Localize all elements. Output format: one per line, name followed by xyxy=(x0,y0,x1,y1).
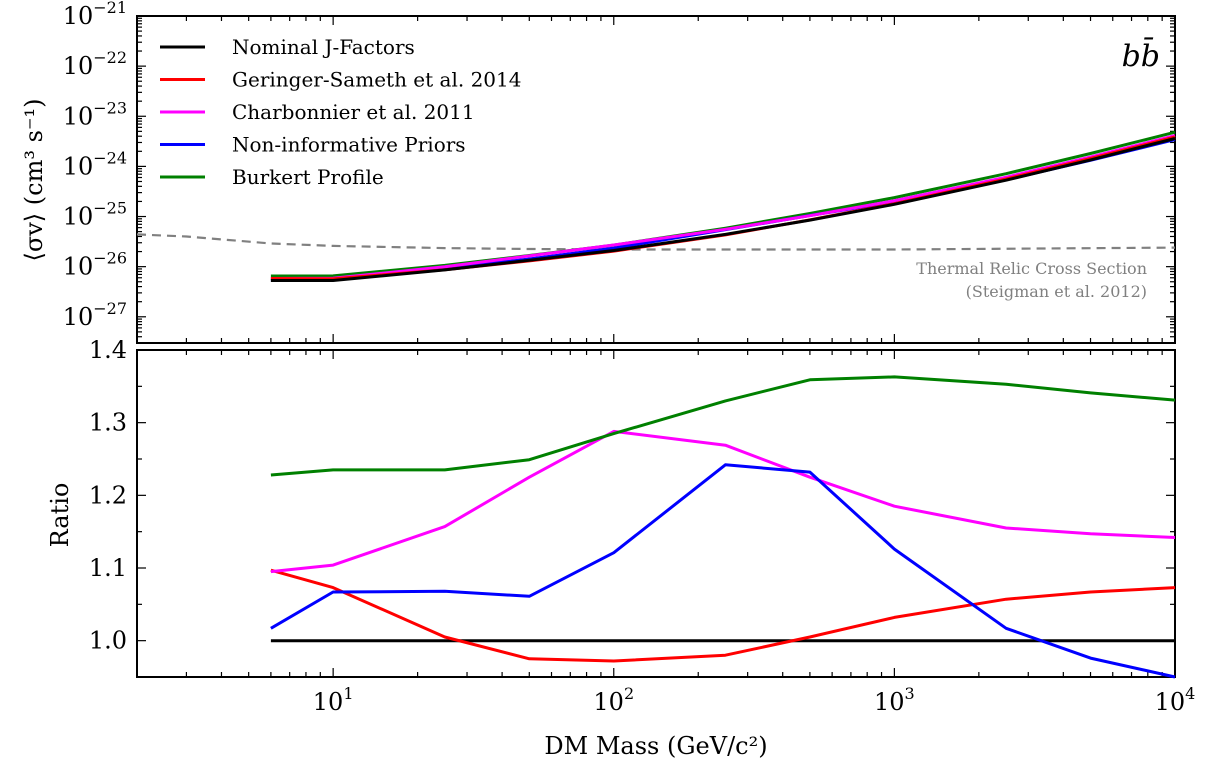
top-y-tick-label: 10−24 xyxy=(63,148,127,180)
top-plot-frame xyxy=(136,15,1176,344)
bottom-y-tick-label: 1.2 xyxy=(89,481,127,509)
top-y-tick-label-base: 10 xyxy=(63,52,94,80)
thermal-relic-curve xyxy=(136,233,1176,251)
legend-label: Burkert Profile xyxy=(232,165,384,189)
x-tick-label-base: 10 xyxy=(1155,688,1186,716)
ratio-series-line xyxy=(270,375,1176,477)
legend-label: Nominal J-Factors xyxy=(232,35,415,59)
thermal-relic-citation: (Steigman et al. 2012) xyxy=(966,282,1147,301)
legend-label: Non-informative Priors xyxy=(232,133,466,157)
top-y-tick-label-base: 10 xyxy=(63,152,94,180)
x-tick-label-base: 10 xyxy=(313,688,344,716)
top-y-tick-label-base: 10 xyxy=(63,203,94,231)
x-tick-label: 102 xyxy=(593,684,634,716)
top-y-tick-label-exponent: −27 xyxy=(93,299,127,318)
top-y-tick-label-exponent: −26 xyxy=(93,249,127,268)
x-tick-label-exponent: 4 xyxy=(1185,684,1195,703)
top-y-axis-label: ⟨σv⟩ (cm³ s⁻¹) xyxy=(20,98,48,261)
legend: Nominal J-Factors Geringer-Sameth et al. … xyxy=(160,35,521,189)
bottom-y-axis-label: Ratio xyxy=(46,483,74,548)
channel-label: bb̄ xyxy=(1122,36,1160,74)
bottom-y-tick-label: 1.3 xyxy=(89,409,127,437)
x-axis-label: DM Mass (GeV/c²) xyxy=(544,732,767,760)
top-y-tick-label-base: 10 xyxy=(63,2,94,30)
legend-label: Geringer-Sameth et al. 2014 xyxy=(232,68,521,92)
top-y-tick-label-base: 10 xyxy=(63,102,94,130)
top-y-tick-label: 10−27 xyxy=(63,299,127,331)
top-y-tick-label-exponent: −22 xyxy=(93,48,127,67)
top-y-tick-label: 10−23 xyxy=(63,98,127,130)
ratio-series-line xyxy=(270,429,1176,574)
x-tick-label-exponent: 1 xyxy=(343,684,353,703)
top-y-tick-label-base: 10 xyxy=(63,303,94,331)
x-tick-label-exponent: 3 xyxy=(905,684,915,703)
ratio-series-line xyxy=(270,463,1176,679)
bottom-y-tick-label: 1.0 xyxy=(89,627,127,655)
x-tick-label: 103 xyxy=(874,684,915,716)
top-y-tick-label-exponent: −21 xyxy=(93,0,127,17)
x-tick-label-base: 10 xyxy=(593,688,624,716)
top-y-tick-label-exponent: −24 xyxy=(93,148,127,167)
top-y-tick-label: 10−21 xyxy=(63,0,127,30)
top-series-line xyxy=(270,134,1176,280)
x-tick-label-exponent: 2 xyxy=(624,684,634,703)
bottom-y-tick-label: 1.1 xyxy=(89,554,127,582)
top-y-tick-label: 10−26 xyxy=(63,249,127,281)
legend-label: Charbonnier et al. 2011 xyxy=(232,100,475,124)
bottom-plot-frame xyxy=(136,349,1176,678)
x-tick-label: 104 xyxy=(1155,684,1196,716)
x-tick-label-base: 10 xyxy=(874,688,905,716)
thermal-relic-annotation: Thermal Relic Cross Section xyxy=(916,259,1147,278)
top-series-line xyxy=(270,137,1176,282)
top-y-tick-label-exponent: −23 xyxy=(93,98,127,117)
bottom-y-tick-label: 1.4 xyxy=(89,336,127,364)
x-tick-label: 101 xyxy=(313,684,354,716)
top-y-tick-label-exponent: −25 xyxy=(93,199,127,218)
ratio-series-line xyxy=(270,568,1176,663)
top-y-tick-label: 10−22 xyxy=(63,48,127,80)
top-y-tick-label-base: 10 xyxy=(63,253,94,281)
top-series-line xyxy=(270,135,1176,281)
top-y-tick-label: 10−25 xyxy=(63,199,127,231)
